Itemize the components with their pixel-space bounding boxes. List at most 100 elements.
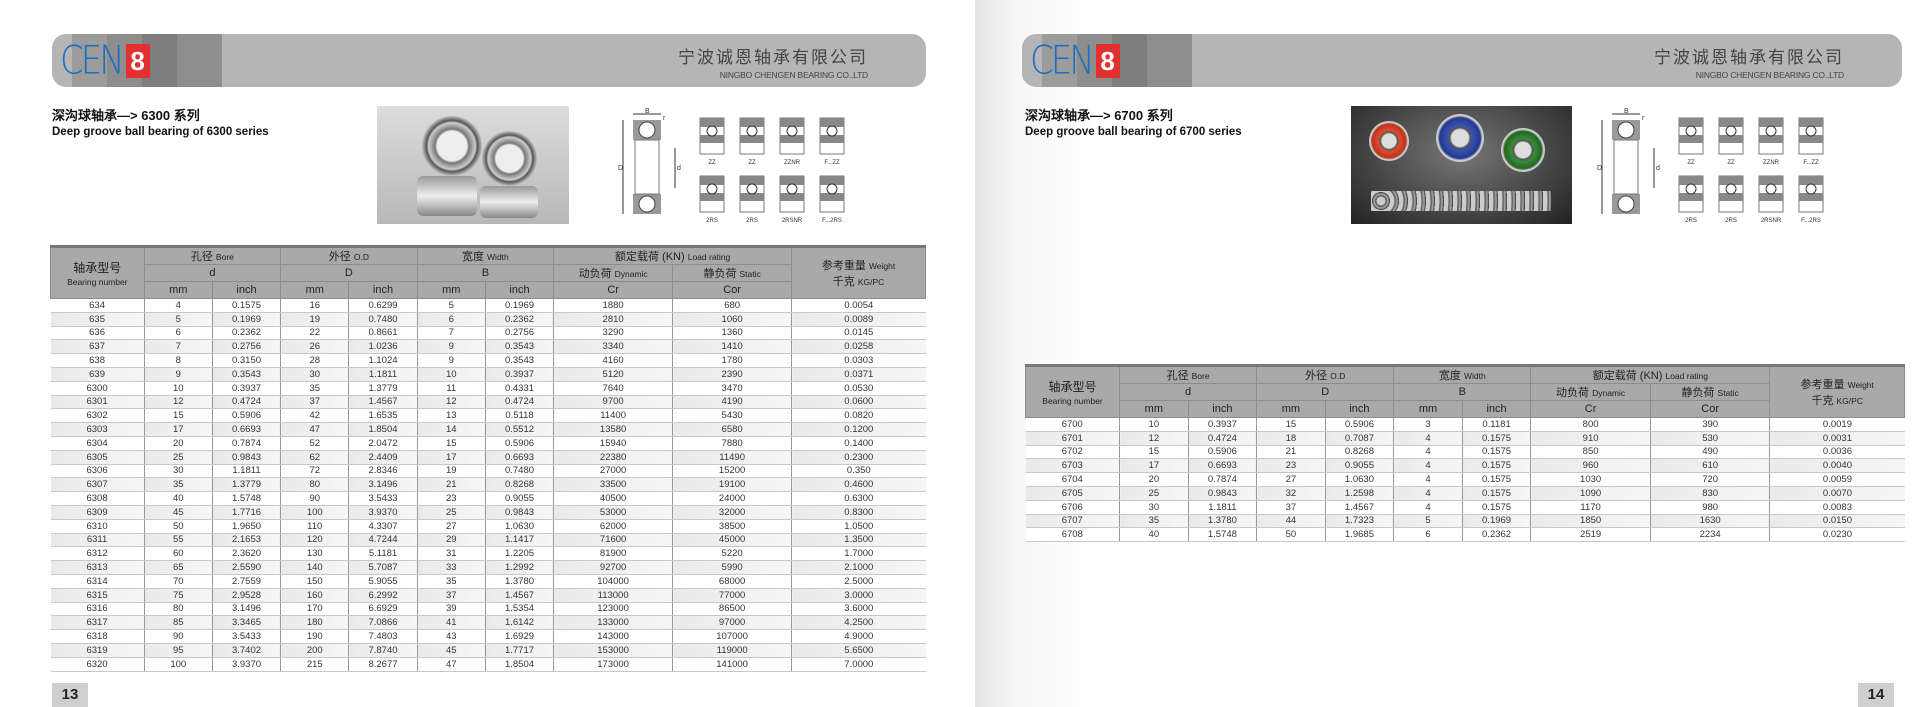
cell-width-mm: 6 [416,312,486,327]
cell-width-mm: 41 [416,615,486,631]
cell-dynamic-load: 15940 [553,436,673,451]
cell-weight: 0.0371 [791,367,926,382]
cell-weight: 0.0145 [791,326,926,341]
company-name: 宁波诚恩轴承有限公司 NINGBO CHENGEN BEARING CO.,LT… [1654,43,1844,80]
section-title: 深沟球轴承—> 6300 系列 Deep groove ball bearing… [52,105,269,138]
logo-text: CEN [60,38,125,84]
page-number: 13 [52,683,88,707]
table-row: 638 8 0.3150 28 1.1024 9 0.3543 4160 1780 0.0303 [50,353,926,368]
cell-bore-inch: 2.1653 [211,533,281,548]
bearing-type-label: 2RS [1685,218,1697,224]
table-row: 639 9 0.3543 30 1.1811 10 0.3937 5120 2390 0.0371 [50,367,926,382]
cell-bore-mm: 10 [1119,417,1189,432]
cell-bore-inch: 1.7716 [211,505,281,520]
cell-width-inch: 0.6693 [484,450,554,465]
cell-od-mm: 110 [280,519,349,534]
col-d: d [143,264,282,282]
cell-weight: 0.0150 [1769,514,1905,529]
col-d-inch: inch [211,281,282,299]
cell-bore-mm: 12 [143,395,213,410]
cell-width-inch: 0.3543 [484,353,554,368]
cell-width-inch: 1.3780 [484,574,554,589]
cell-bearing-number: 6301 [50,395,145,410]
section-title-cn: 深沟球轴承—> 6300 系列 [52,108,200,123]
cell-width-mm: 14 [416,422,486,437]
table-row: 6304 20 0.7874 52 2.0472 15 0.5906 15940 7880 0.1… [50,436,926,451]
cell-bore-inch: 0.6693 [211,422,281,437]
cell-bore-inch: 0.6693 [1187,458,1257,474]
cell-od-inch: 1.7323 [1324,514,1394,529]
svg-text:D: D [1597,165,1602,172]
cell-od-mm: 180 [280,615,349,631]
cell-od-mm: 37 [1256,500,1326,515]
col-static: 静负荷 Static [1649,383,1771,401]
bearing-type-diagram: F...2RS [1798,175,1824,224]
bearing-type-label: F...2RS [822,218,842,224]
cell-od-mm: 18 [1256,431,1326,446]
cell-bore-inch: 1.9650 [211,519,281,534]
company-logo: CEN 8 [60,38,150,84]
bearing-type-diagram: 2RSNR [779,175,805,224]
cell-bearing-number: 6300 [50,381,145,396]
table-row: 6319 95 3.7402 200 7.8740 45 1.7717 153000 11900… [50,643,926,658]
cell-static-load: 1060 [672,312,792,327]
cell-bore-mm: 40 [143,491,213,506]
cell-bearing-number: 6701 [1025,431,1120,446]
cell-width-mm: 6 [1393,527,1463,543]
cell-od-inch: 3.1496 [348,477,418,493]
svg-text:d: d [1656,165,1660,172]
bearing-type-diagram: ZZ [739,117,765,166]
svg-text:D: D [618,165,623,172]
cell-width-inch: 1.8504 [484,657,554,672]
cell-dynamic-load: 1090 [1530,486,1651,501]
cell-dynamic-load: 33500 [553,477,673,493]
table-row: 6300 10 0.3937 35 1.3779 11 0.4331 7640 3470 0.05… [50,381,926,396]
col-D: D [1256,383,1395,401]
cell-dynamic-load: 40500 [553,491,673,506]
cell-bore-mm: 40 [1119,527,1189,543]
col-d: d [1119,383,1258,401]
col-static: 静负荷 Static [672,264,793,282]
cell-od-mm: 100 [280,505,349,520]
cell-od-inch: 0.6299 [348,298,418,313]
cell-width-mm: 39 [416,602,486,617]
company-logo: CEN 8 [1030,38,1120,84]
cell-static-load: 2234 [1649,527,1770,543]
cell-od-mm: 32 [1256,486,1326,501]
cell-weight: 4.9000 [791,629,926,644]
cell-weight: 0.6300 [791,491,926,506]
cell-bore-inch: 0.3937 [211,381,281,396]
cell-od-inch: 7.0866 [348,615,418,631]
cell-dynamic-load: 92700 [553,560,673,575]
cell-static-load: 530 [1649,431,1770,446]
col-bearing-number: 轴承型号 Bearing number [50,245,145,299]
cell-dynamic-load: 173000 [553,657,673,672]
table-row: 6305 25 0.9843 62 2.4409 17 0.6693 22380 11490 0.… [50,450,926,465]
bearing-type-label: ZZ [1687,160,1695,166]
cell-bore-mm: 7 [143,339,213,355]
cell-width-inch: 0.1575 [1461,486,1531,501]
cell-dynamic-load: 113000 [553,588,673,603]
cell-bore-inch: 0.4724 [211,395,281,410]
cell-width-inch: 1.1417 [484,533,554,548]
table-row: 6311 55 2.1653 120 4.7244 29 1.1417 71600 45000 1… [50,533,926,548]
cell-od-inch: 1.0630 [1324,472,1394,487]
cell-weight: 4.2500 [791,615,926,631]
company-name-en: NINGBO CHENGEN BEARING CO.,LTD [1695,70,1844,80]
cell-bearing-number: 6303 [50,422,145,437]
cell-width-mm: 21 [416,477,486,493]
cell-bore-inch: 2.3620 [211,546,281,562]
cell-static-load: 24000 [672,491,792,506]
cell-bore-mm: 10 [143,381,213,396]
cell-width-inch: 0.4331 [484,381,554,396]
bearing-type-label: ZZ [748,160,756,166]
cell-static-load: 97000 [672,615,792,631]
col-D-mm: mm [1256,400,1326,418]
cell-bore-inch: 1.3780 [1187,514,1257,529]
cell-dynamic-load: 143000 [553,629,673,644]
cell-bore-inch: 0.2362 [211,326,281,341]
cell-static-load: 119000 [672,643,792,658]
bearing-type-label: ZZNR [784,160,801,166]
cell-bore-inch: 3.9370 [211,657,281,672]
cell-bore-mm: 30 [1119,500,1189,515]
